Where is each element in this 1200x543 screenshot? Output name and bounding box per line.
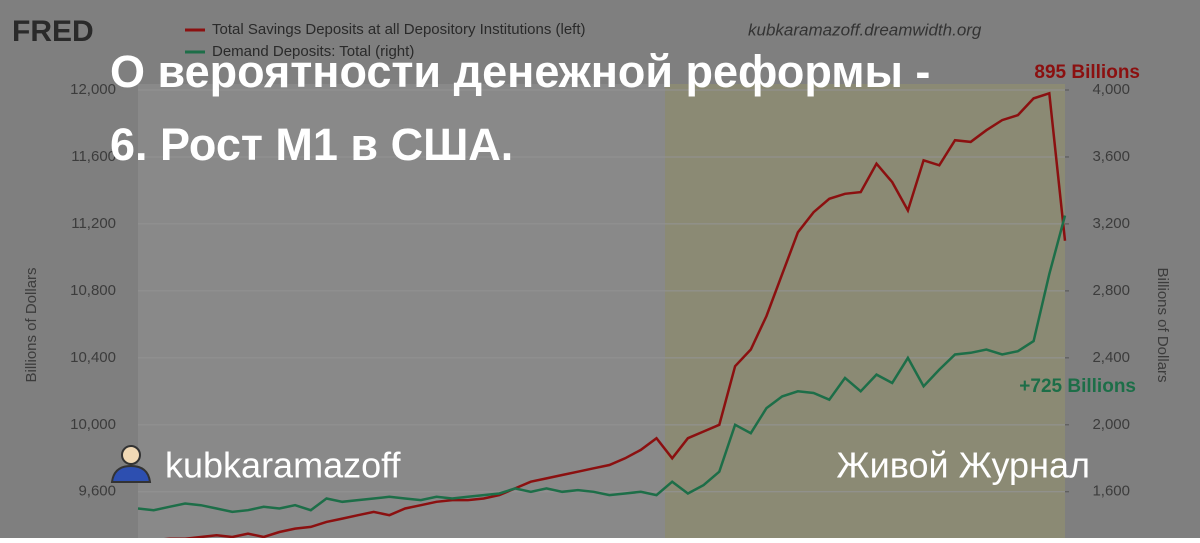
annotation: +725 Billions [1019, 376, 1136, 397]
series-line [137, 215, 1067, 514]
y2-axis-label: Billions of Dollars [1154, 267, 1171, 382]
legend-label: Demand Deposits: Total (right) [212, 43, 414, 60]
recession-shade [665, 84, 1065, 538]
y-tick-label: 11,200 [71, 215, 116, 232]
y-tick-label: 9,600 [78, 483, 116, 500]
y2-tick-label: 2,400 [1092, 349, 1130, 366]
y2-tick-label: 3,200 [1092, 215, 1130, 232]
y2-tick-label: 2,000 [1092, 416, 1130, 433]
y-tick-label: 10,800 [70, 282, 116, 299]
site-name: Живой Журнал [836, 445, 1090, 486]
y-tick-label: 10,400 [70, 349, 116, 366]
y2-tick-label: 4,000 [1092, 81, 1130, 98]
author: kubkaramazoff [165, 445, 401, 486]
y-tick-label: 10,000 [70, 416, 116, 433]
overlay-title: О вероятности денежной реформы - [110, 46, 930, 97]
y2-tick-label: 1,600 [1092, 483, 1130, 500]
y-tick-label: 11,600 [71, 148, 116, 165]
watermark: kubkaramazoff.dreamwidth.org [748, 20, 982, 39]
y-tick-label: 12,000 [70, 81, 116, 98]
y-axis-label: Billions of Dollars [23, 267, 40, 382]
fred-logo: FRED [12, 15, 94, 48]
user-icon [110, 445, 152, 483]
y2-tick-label: 2,800 [1092, 282, 1130, 299]
legend-label: Total Savings Deposits at all Depository… [212, 21, 586, 38]
y2-tick-label: 3,600 [1092, 148, 1130, 165]
annotation: 895 Billions [1034, 62, 1140, 83]
series-line [137, 91, 1067, 543]
overlay-title: 6. Рост М1 в США. [110, 119, 513, 170]
